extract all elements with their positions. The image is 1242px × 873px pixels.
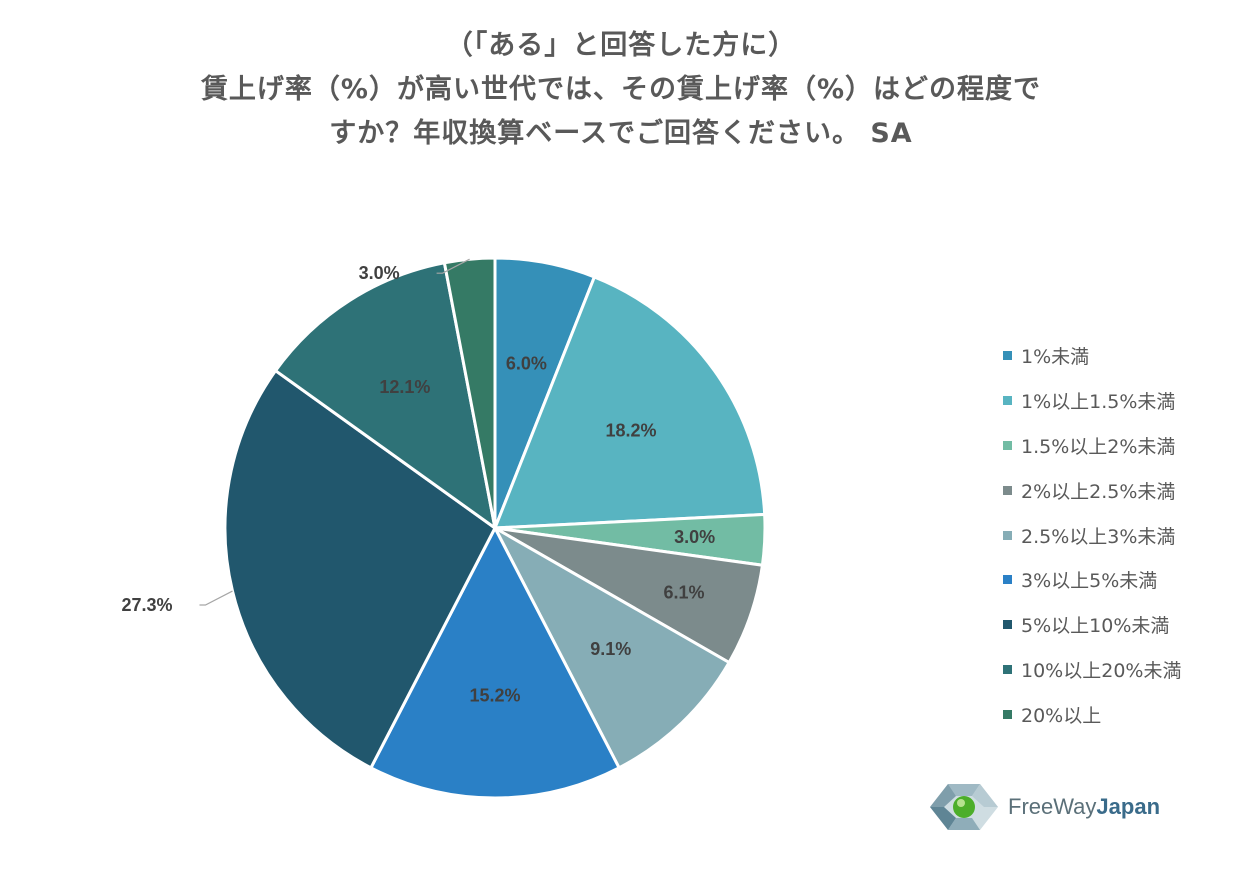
legend-swatch [1003, 440, 1012, 450]
data-label: 6.1% [664, 583, 705, 603]
legend-item: 1%以上1.5%未満 [1003, 378, 1181, 423]
logo-text: FreeWayJapan [1008, 794, 1160, 820]
legend-swatch [1003, 575, 1012, 585]
legend-label: 1%未満 [1021, 345, 1090, 368]
leader-line [436, 258, 470, 274]
data-label: 3.0% [674, 527, 715, 547]
legend-item: 1%未満 [1003, 333, 1181, 378]
legend-item: 20%以上 [1003, 692, 1181, 737]
legend-item: 1.5%以上2%未満 [1003, 423, 1181, 468]
legend-item: 2%以上2.5%未満 [1003, 468, 1181, 513]
logo-text-regular: FreeWay [1008, 794, 1097, 819]
legend-swatch [1003, 620, 1012, 630]
legend-item: 10%以上20%未満 [1003, 647, 1181, 692]
legend-label: 5%以上10%未満 [1021, 615, 1170, 638]
legend-swatch [1003, 350, 1012, 360]
chart-title-line: （「ある」と回答した方に） [445, 30, 797, 61]
chart-title-line: すか？年収換算ベースでご回答ください。 SA [329, 118, 913, 149]
legend-swatch [1003, 530, 1012, 540]
data-label: 12.1% [379, 377, 430, 397]
logo-mark-icon [930, 784, 998, 830]
legend-swatch [1003, 665, 1012, 675]
legend-label: 1.5%以上2%未満 [1021, 435, 1176, 458]
pie-slice [492, 275, 767, 530]
data-label: 9.1% [590, 639, 631, 659]
legend-swatch [1003, 485, 1012, 495]
data-label: 6.0% [506, 354, 547, 374]
legend-label: 1%以上1.5%未満 [1021, 390, 1176, 413]
legend-label: 2%以上2.5%未満 [1021, 480, 1176, 503]
legend-swatch [1003, 395, 1012, 405]
legend-swatch [1003, 710, 1012, 720]
legend-item: 3%以上5%未満 [1003, 557, 1181, 602]
data-label: 18.2% [606, 420, 657, 440]
chart-title: （「ある」と回答した方に） 賃上げ率（%）が高い世代では、その賃上げ率（%）はど… [0, 24, 1242, 156]
pie-slice [368, 524, 622, 800]
logo-text-bold: Japan [1096, 794, 1161, 819]
legend-label: 20%以上 [1021, 705, 1102, 728]
freewayjapan-logo: FreeWayJapan [928, 776, 1178, 838]
legend-item: 2.5%以上3%未満 [1003, 513, 1181, 558]
data-label: 15.2% [469, 685, 520, 705]
leader-line [199, 590, 233, 606]
pie-slice [223, 368, 497, 770]
chart-title-line: 賃上げ率（%）が高い世代では、その賃上げ率（%）はどの程度で [200, 74, 1042, 105]
data-label: 27.3% [121, 595, 172, 615]
legend-item: 5%以上10%未満 [1003, 602, 1181, 647]
chart-legend: 1%未満 1%以上1.5%未満 1.5%以上2%未満 2%以上2.5%未満 2.… [1003, 333, 1181, 737]
pie-slice [442, 256, 497, 529]
legend-label: 10%以上20%未満 [1021, 660, 1182, 683]
pie-slice [491, 524, 732, 770]
pie-slice [273, 261, 498, 532]
data-label: 3.0% [359, 263, 400, 283]
legend-label: 2.5%以上3%未満 [1021, 525, 1176, 548]
legend-label: 3%以上5%未満 [1021, 570, 1158, 593]
